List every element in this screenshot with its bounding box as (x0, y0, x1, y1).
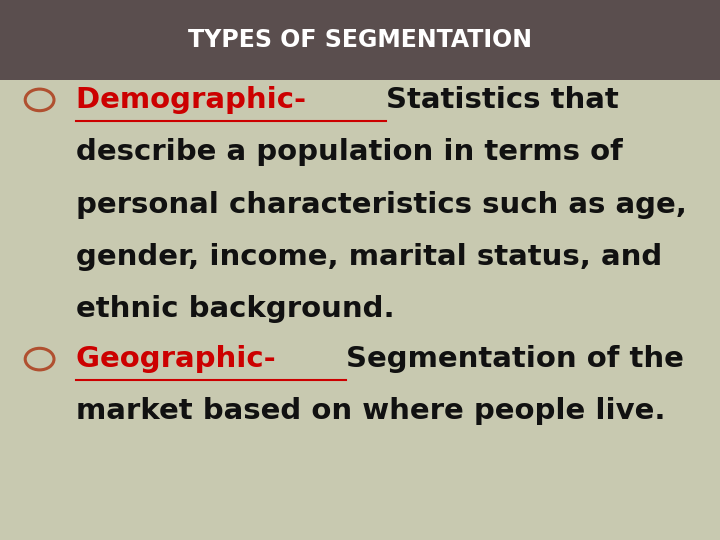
Text: gender, income, marital status, and: gender, income, marital status, and (76, 243, 662, 271)
Text: Statistics that: Statistics that (386, 86, 618, 114)
Text: ethnic background.: ethnic background. (76, 295, 395, 323)
Text: Demographic-: Demographic- (76, 86, 316, 114)
Text: Geographic-: Geographic- (76, 345, 285, 373)
Text: market based on where people live.: market based on where people live. (76, 397, 665, 426)
Text: TYPES OF SEGMENTATION: TYPES OF SEGMENTATION (188, 28, 532, 52)
FancyBboxPatch shape (0, 0, 720, 80)
Text: Segmentation of the: Segmentation of the (346, 345, 684, 373)
Text: describe a population in terms of: describe a population in terms of (76, 138, 622, 166)
Text: personal characteristics such as age,: personal characteristics such as age, (76, 191, 686, 219)
